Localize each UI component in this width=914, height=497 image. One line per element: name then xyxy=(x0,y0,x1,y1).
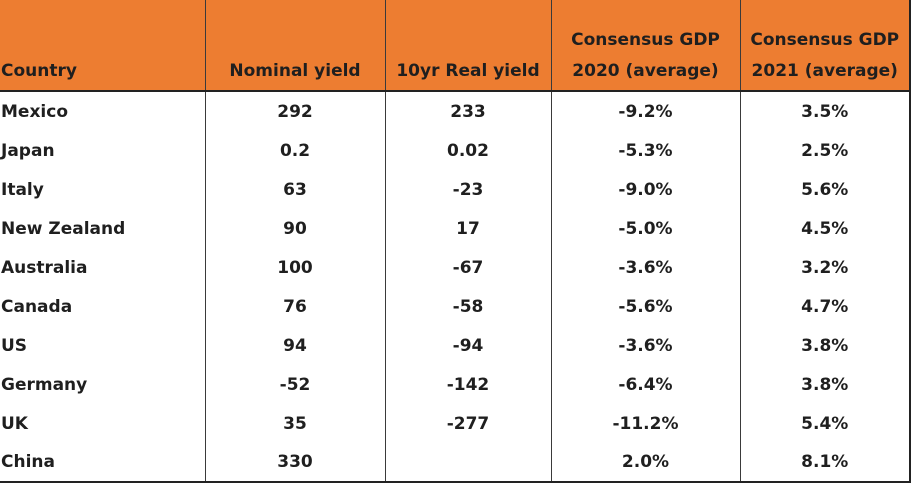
header-gdp-2021-line1: Consensus GDP xyxy=(750,30,900,50)
nominal-yield-cell: 94 xyxy=(204,326,385,365)
gdp-2021-cell: 3.5% xyxy=(739,91,911,131)
gdp-2020-cell: -6.4% xyxy=(550,365,740,404)
table-row: Mexico 292 233 -9.2% 3.5% xyxy=(0,91,911,131)
real-yield-cell: -67 xyxy=(384,248,551,287)
country-cell: Japan xyxy=(1,140,55,161)
gdp-2020-cell: -5.6% xyxy=(550,287,740,326)
header-gdp-2021: Consensus GDP 2021 (average) xyxy=(739,0,911,92)
country-cell: UK xyxy=(1,413,28,434)
header-nominal-yield: Nominal yield xyxy=(204,0,385,92)
gdp-2020-cell: 2.0% xyxy=(550,443,740,483)
country-cell: Germany xyxy=(1,374,88,395)
nominal-yield-cell: 63 xyxy=(204,170,385,209)
real-yield-cell xyxy=(384,443,551,483)
table-body: Mexico 292 233 -9.2% 3.5% Japan 0.2 0.02 -5.3% 2.… xyxy=(0,91,911,483)
gdp-2021-cell: 3.8% xyxy=(739,326,911,365)
nominal-yield-cell: 90 xyxy=(204,209,385,248)
gdp-2020-cell: -3.6% xyxy=(550,248,740,287)
country-cell: China xyxy=(0,443,205,483)
header-gdp-2021-line2: 2021 (average) xyxy=(751,61,898,81)
real-yield-cell: 17 xyxy=(384,209,551,248)
table-row: Italy 63 -23 -9.0% 5.6% xyxy=(0,170,911,209)
gdp-2021-cell: 2.5% xyxy=(739,131,911,170)
country-cell: Italy xyxy=(1,179,44,200)
gdp-2020-cell: -5.0% xyxy=(550,209,740,248)
country-cell: US xyxy=(1,335,28,356)
country-cell: Mexico xyxy=(1,101,68,122)
header-gdp-2020-line2: 2020 (average) xyxy=(572,61,719,81)
real-yield-cell: -58 xyxy=(384,287,551,326)
gdp-2021-cell: 5.4% xyxy=(739,404,911,443)
header-row: Country Nominal yield 10yr Real yield Co… xyxy=(0,0,911,92)
real-yield-cell: 0.02 xyxy=(384,131,551,170)
country-cell: Australia xyxy=(1,257,88,278)
gdp-2020-cell: -3.6% xyxy=(550,326,740,365)
nominal-yield-cell: 330 xyxy=(204,443,385,483)
real-yield-cell: 233 xyxy=(384,91,551,131)
table-row: Germany -52 -142 -6.4% 3.8% xyxy=(0,365,911,404)
gdp-2020-cell: -11.2% xyxy=(550,404,740,443)
header-real-yield: 10yr Real yield xyxy=(384,0,551,92)
gdp-2021-cell: 4.5% xyxy=(739,209,911,248)
table-row: New Zealand 90 17 -5.0% 4.5% xyxy=(0,209,911,248)
table-row: US 94 -94 -3.6% 3.8% xyxy=(0,326,911,365)
header-gdp-2020-line1: Consensus GDP xyxy=(571,30,720,50)
gdp-2021-cell: 4.7% xyxy=(739,287,911,326)
gdp-2020-cell: -5.3% xyxy=(550,131,740,170)
header-nominal-yield-label: Nominal yield xyxy=(229,61,361,81)
country-cell: Canada xyxy=(1,296,73,317)
real-yield-cell: -23 xyxy=(384,170,551,209)
header-gdp-2020: Consensus GDP 2020 (average) xyxy=(550,0,740,92)
yield-gdp-table: Country Nominal yield 10yr Real yield Co… xyxy=(0,0,911,483)
nominal-yield-cell: -52 xyxy=(204,365,385,404)
real-yield-cell: -94 xyxy=(384,326,551,365)
real-yield-cell: -277 xyxy=(384,404,551,443)
table-row: China 330 2.0% 8.1% xyxy=(0,443,911,483)
nominal-yield-cell: 35 xyxy=(204,404,385,443)
table-row: Australia 100 -67 -3.6% 3.2% xyxy=(0,248,911,287)
header-real-yield-label: 10yr Real yield xyxy=(396,61,540,81)
nominal-yield-cell: 76 xyxy=(204,287,385,326)
gdp-2021-cell: 3.8% xyxy=(739,365,911,404)
nominal-yield-cell: 0.2 xyxy=(204,131,385,170)
real-yield-cell: -142 xyxy=(384,365,551,404)
header-country-label: Country xyxy=(1,61,77,81)
country-cell: New Zealand xyxy=(1,218,126,239)
table-row: Canada 76 -58 -5.6% 4.7% xyxy=(0,287,911,326)
gdp-2020-cell: -9.0% xyxy=(550,170,740,209)
gdp-2021-cell: 3.2% xyxy=(739,248,911,287)
nominal-yield-cell: 292 xyxy=(204,91,385,131)
table-row: UK 35 -277 -11.2% 5.4% xyxy=(0,404,911,443)
gdp-2021-cell: 5.6% xyxy=(739,170,911,209)
table-row: Japan 0.2 0.02 -5.3% 2.5% xyxy=(0,131,911,170)
nominal-yield-cell: 100 xyxy=(204,248,385,287)
gdp-2021-cell: 8.1% xyxy=(739,443,911,483)
header-country: Country xyxy=(0,0,205,92)
gdp-2020-cell: -9.2% xyxy=(550,91,740,131)
